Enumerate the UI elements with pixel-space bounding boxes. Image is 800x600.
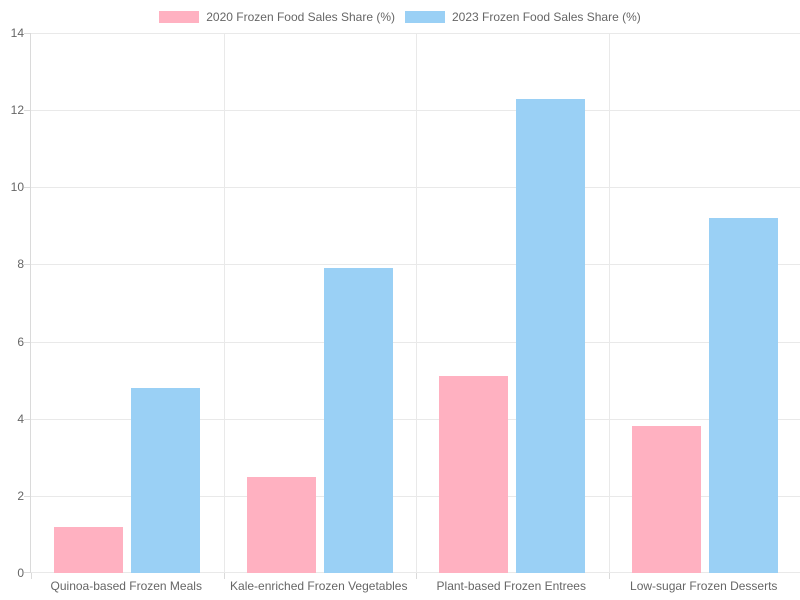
y-axis-tick-label: 6 bbox=[17, 335, 24, 349]
gridline-vertical bbox=[224, 33, 225, 573]
y-axis-tick-label: 8 bbox=[17, 257, 24, 271]
bar-2020-cat2 bbox=[439, 376, 509, 573]
y-axis-tick-label: 14 bbox=[10, 26, 24, 40]
gridline-vertical bbox=[416, 33, 417, 573]
y-axis-tick bbox=[24, 110, 31, 111]
x-axis-tick bbox=[224, 573, 225, 579]
y-axis: 0 2 4 6 8 10 12 14 bbox=[0, 26, 24, 580]
x-axis-category-label: Plant-based Frozen Entrees bbox=[436, 579, 586, 593]
y-axis-tick bbox=[24, 33, 31, 34]
y-axis-tick-label: 0 bbox=[17, 566, 24, 580]
bar-2020-cat0 bbox=[54, 526, 124, 573]
x-axis-category-label: Quinoa-based Frozen Meals bbox=[50, 579, 202, 593]
bar-2020-cat1 bbox=[246, 476, 316, 573]
y-axis-tick-label: 10 bbox=[10, 180, 24, 194]
gridline-horizontal bbox=[31, 110, 800, 111]
y-axis-tick bbox=[24, 187, 31, 188]
gridline-vertical bbox=[609, 33, 610, 573]
x-axis-category-label: Kale-enriched Frozen Vegetables bbox=[230, 579, 408, 593]
gridline-horizontal bbox=[31, 419, 800, 420]
x-axis-tick bbox=[416, 573, 417, 579]
x-axis: Quinoa-based Frozen Meals Kale-enriched F… bbox=[30, 579, 800, 597]
y-axis-tick-label: 12 bbox=[10, 103, 24, 117]
x-axis-tick bbox=[609, 573, 610, 579]
y-axis-tick bbox=[24, 419, 31, 420]
y-axis-tick bbox=[24, 264, 31, 265]
legend-swatch-2020 bbox=[159, 11, 200, 23]
x-axis-tick bbox=[31, 573, 32, 579]
y-axis-tick bbox=[24, 572, 31, 573]
y-axis-tick-label: 2 bbox=[17, 489, 24, 503]
legend-swatch-2023 bbox=[405, 11, 445, 23]
gridline-horizontal bbox=[31, 264, 800, 265]
bar-2023-cat3 bbox=[708, 218, 778, 573]
legend: 2020 Frozen Food Sales Share (%) 2023 Fr… bbox=[0, 6, 800, 28]
y-axis-tick bbox=[24, 342, 31, 343]
bar-2020-cat3 bbox=[631, 426, 701, 573]
bar-2023-cat1 bbox=[323, 268, 393, 573]
gridline-horizontal bbox=[31, 342, 800, 343]
x-axis-category-label: Low-sugar Frozen Desserts bbox=[630, 579, 778, 593]
bar-2023-cat0 bbox=[131, 387, 201, 573]
legend-label-2023: 2023 Frozen Food Sales Share (%) bbox=[452, 10, 641, 24]
gridline-horizontal bbox=[31, 572, 800, 573]
legend-item-2023[interactable]: 2023 Frozen Food Sales Share (%) bbox=[405, 10, 641, 24]
bar-2023-cat2 bbox=[516, 98, 586, 573]
plot-area bbox=[24, 33, 800, 579]
legend-label-2020: 2020 Frozen Food Sales Share (%) bbox=[206, 10, 395, 24]
gridline-horizontal bbox=[31, 496, 800, 497]
legend-item-2020[interactable]: 2020 Frozen Food Sales Share (%) bbox=[159, 10, 395, 24]
gridline-horizontal bbox=[31, 33, 800, 34]
gridline-horizontal bbox=[31, 187, 800, 188]
y-axis-tick-label: 4 bbox=[17, 412, 24, 426]
y-axis-tick bbox=[24, 496, 31, 497]
